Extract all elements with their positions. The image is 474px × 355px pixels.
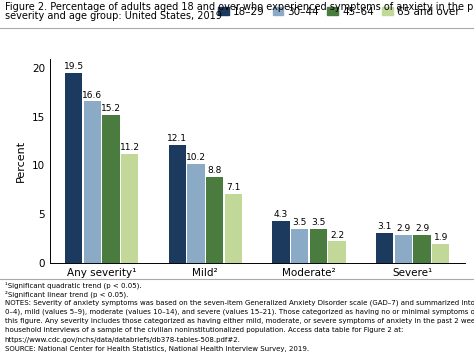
Text: 2.9: 2.9 xyxy=(415,224,429,233)
Bar xyxy=(206,177,223,263)
Bar xyxy=(328,241,346,263)
Text: 7.1: 7.1 xyxy=(226,183,240,192)
Bar xyxy=(395,235,412,263)
Text: 16.6: 16.6 xyxy=(82,91,102,100)
Text: 12.1: 12.1 xyxy=(167,134,187,143)
Text: SOURCE: National Center for Health Statistics, National Health Interview Survey,: SOURCE: National Center for Health Stati… xyxy=(5,346,309,352)
Bar xyxy=(273,221,290,263)
Bar xyxy=(291,229,308,263)
Bar xyxy=(225,194,242,263)
Bar xyxy=(413,235,431,263)
Text: https://www.cdc.gov/nchs/data/databriefs/db378-tables-508.pdf#2.: https://www.cdc.gov/nchs/data/databriefs… xyxy=(5,337,241,343)
Text: 3.5: 3.5 xyxy=(292,218,307,227)
Bar xyxy=(310,229,327,263)
Bar xyxy=(102,115,119,263)
Text: 3.5: 3.5 xyxy=(311,218,326,227)
Text: Figure 2. Percentage of adults aged 18 and over who experienced symptoms of anxi: Figure 2. Percentage of adults aged 18 a… xyxy=(5,2,474,12)
Text: 2.9: 2.9 xyxy=(396,224,410,233)
Text: ¹Significant quadratic trend (p < 0.05).: ¹Significant quadratic trend (p < 0.05). xyxy=(5,281,141,289)
Y-axis label: Percent: Percent xyxy=(16,140,26,182)
Text: 11.2: 11.2 xyxy=(119,143,140,152)
Text: 15.2: 15.2 xyxy=(101,104,121,113)
Bar xyxy=(376,233,393,263)
Legend: 18–29, 30–44, 45–64, 65 and over: 18–29, 30–44, 45–64, 65 and over xyxy=(218,7,459,17)
Text: 8.8: 8.8 xyxy=(208,166,222,175)
Bar xyxy=(187,164,205,263)
Text: 1.9: 1.9 xyxy=(434,234,448,242)
Bar xyxy=(432,244,449,263)
Text: NOTES: Severity of anxiety symptoms was based on the seven-item Generalized Anxi: NOTES: Severity of anxiety symptoms was … xyxy=(5,300,474,306)
Bar xyxy=(169,145,186,263)
Text: 19.5: 19.5 xyxy=(64,62,84,71)
Text: this figure. Any severity includes those categorized as having either mild, mode: this figure. Any severity includes those… xyxy=(5,318,474,324)
Text: 10.2: 10.2 xyxy=(186,153,206,162)
Bar xyxy=(83,101,101,263)
Bar xyxy=(121,154,138,263)
Text: 3.1: 3.1 xyxy=(377,222,392,231)
Text: household interviews of a sample of the civilian noninstitutionalized population: household interviews of a sample of the … xyxy=(5,327,403,333)
Text: severity and age group: United States, 2019: severity and age group: United States, 2… xyxy=(5,11,222,21)
Text: 2.2: 2.2 xyxy=(330,230,344,240)
Text: ²Significant linear trend (p < 0.05).: ²Significant linear trend (p < 0.05). xyxy=(5,290,128,298)
Text: 4.3: 4.3 xyxy=(274,210,288,219)
Text: 0–4), mild (values 5–9), moderate (values 10–14), and severe (values 15–21). Tho: 0–4), mild (values 5–9), moderate (value… xyxy=(5,309,474,315)
Bar xyxy=(65,73,82,263)
